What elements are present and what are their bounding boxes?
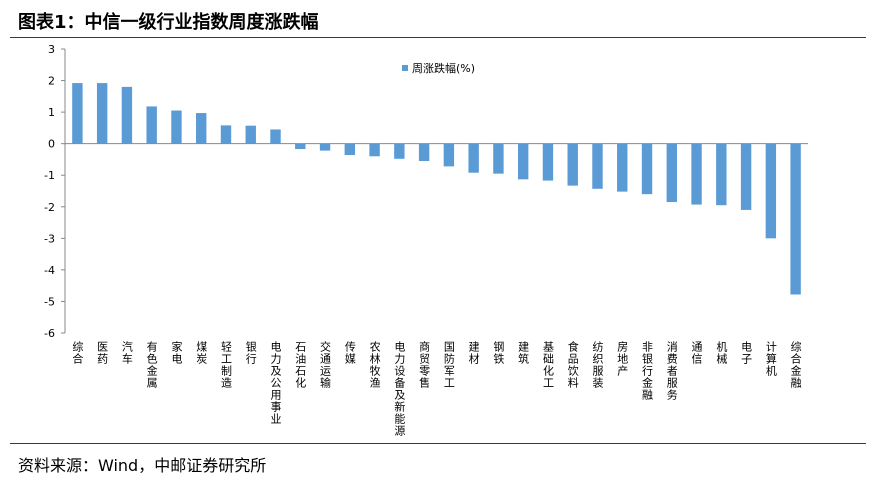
bar	[740, 143, 752, 210]
bar	[220, 125, 232, 144]
x-tick-label: 房地产	[616, 341, 629, 377]
bar	[72, 83, 83, 144]
bar	[295, 143, 306, 150]
bar	[394, 143, 405, 159]
x-tick-label: 消费者服务	[665, 340, 678, 401]
bar	[146, 106, 157, 144]
x-tick-label: 医药	[96, 341, 109, 365]
bar	[542, 143, 554, 181]
x-tick-label: 石油石化	[294, 341, 307, 389]
bar	[245, 125, 256, 144]
bar	[270, 129, 281, 144]
x-tick-label: 食品饮料	[566, 340, 579, 389]
legend-swatch	[402, 65, 408, 71]
legend-label: 周涨跌幅(%)	[412, 61, 475, 75]
x-tick-label: 计算机	[764, 341, 777, 377]
x-tick-label: 综合金融	[789, 340, 802, 389]
x-tick-label: 建筑	[517, 340, 530, 365]
bar	[765, 143, 777, 239]
x-tick-label: 机械	[715, 340, 728, 365]
y-tick-label: -6	[44, 327, 55, 340]
title: 图表1：中信一级行业指数周度涨跌幅	[18, 12, 319, 33]
x-tick-label: 基础化工	[541, 341, 554, 389]
bar	[617, 143, 628, 192]
y-tick-label: -3	[44, 232, 55, 245]
divider	[10, 443, 866, 444]
y-tick-label: 2	[48, 75, 55, 88]
bar	[790, 143, 801, 295]
x-tick-label: 农林牧渔	[368, 340, 381, 389]
bar	[369, 143, 380, 157]
bar	[641, 143, 653, 195]
bar	[592, 143, 603, 189]
x-tick-label: 轻工制造	[219, 340, 232, 389]
y-tick-label: -5	[44, 295, 55, 308]
x-tick-label: 交通运输	[319, 340, 332, 389]
y-tick-label: -2	[44, 201, 55, 214]
y-tick-label: 0	[48, 138, 55, 151]
chart: -6 -5 -4 -3 -2 -1 0 1 2 3 综合 医药 汽车 有色金属 家电 煤炭 轻工制造 银行 电力及公…	[44, 43, 808, 437]
x-tick-label: 钢铁	[492, 341, 505, 365]
y-tick-label: -1	[44, 169, 55, 182]
x-tick-label: 电力及公用事业	[269, 341, 282, 425]
x-tick-label: 非银行金融	[641, 341, 654, 401]
x-tick-label: 电力设备及新能源	[393, 341, 406, 437]
divider	[10, 37, 866, 38]
bar	[716, 143, 727, 206]
bar	[567, 143, 578, 186]
x-tick-label: 煤炭	[195, 341, 208, 365]
x-tick-label: 通信	[690, 341, 703, 365]
x-tick-label: 国防军工	[442, 341, 455, 389]
bar	[171, 110, 182, 144]
bar	[418, 143, 430, 162]
x-tick-label: 银行	[244, 340, 257, 365]
x-tick-label: 电子	[740, 341, 753, 365]
bar	[468, 143, 479, 173]
bar	[443, 143, 455, 167]
bar	[517, 143, 529, 180]
bar	[666, 143, 677, 203]
x-tick-label: 综合	[71, 340, 84, 365]
x-tick-label: 纺织服装	[591, 340, 604, 389]
bar	[196, 113, 207, 144]
bar	[319, 143, 331, 151]
x-tick-label: 汽车	[120, 340, 133, 365]
x-tick-label: 有色金属	[145, 340, 158, 389]
x-tick-label: 家电	[170, 340, 183, 365]
y-tick-label: -4	[44, 264, 55, 277]
bar	[121, 86, 133, 144]
x-tick-label: 传媒	[343, 341, 356, 365]
bar	[344, 143, 356, 156]
source: 资料来源：Wind，中邮证券研究所	[18, 456, 267, 475]
y-tick-label: 1	[48, 106, 55, 119]
x-tick-label: 商贸零售	[418, 340, 431, 389]
x-tick-label: 建材	[467, 340, 480, 365]
bar	[691, 143, 702, 205]
bar	[96, 83, 108, 144]
y-tick-label: 3	[48, 43, 55, 56]
bar	[493, 143, 504, 174]
